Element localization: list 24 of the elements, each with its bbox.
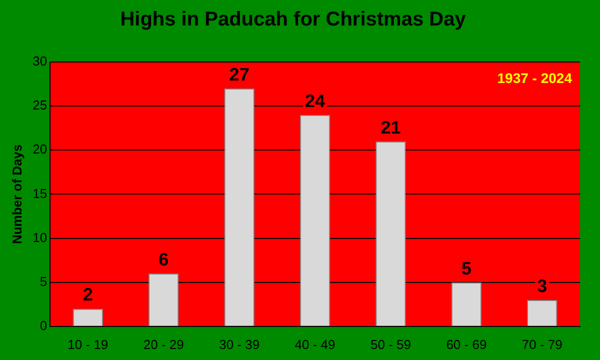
x-tick-label: 60 - 69 [446, 336, 487, 352]
data-label: 27 [229, 64, 250, 84]
x-tick-label: 40 - 49 [294, 336, 336, 352]
x-tick-label: 50 - 59 [370, 336, 411, 352]
y-tick-label: 10 [32, 230, 48, 245]
y-tick-label: 20 [32, 142, 48, 157]
chart-title: Highs in Paducah for Christmas Day [120, 8, 467, 31]
y-tick-label: 0 [40, 318, 48, 333]
data-label: 21 [380, 117, 401, 138]
data-label: 6 [158, 249, 169, 270]
y-tick-label: 30 [32, 54, 48, 69]
annotation: 1937 - 2024 [497, 70, 572, 86]
y-tick-label: 15 [32, 186, 48, 201]
y-axis-title: Number of Days [9, 144, 24, 244]
x-tick-label: 30 - 39 [219, 336, 260, 352]
data-label: 24 [305, 90, 326, 111]
data-label: 5 [461, 258, 472, 278]
x-tick-label: 10 - 19 [68, 336, 108, 352]
data-label: 3 [537, 276, 548, 296]
x-tick-label: 20 - 29 [143, 336, 184, 352]
data-label: 2 [82, 284, 93, 305]
x-tick-label: 70 - 79 [522, 336, 562, 352]
y-tick-label: 5 [40, 274, 48, 289]
y-tick-label: 25 [32, 98, 48, 113]
